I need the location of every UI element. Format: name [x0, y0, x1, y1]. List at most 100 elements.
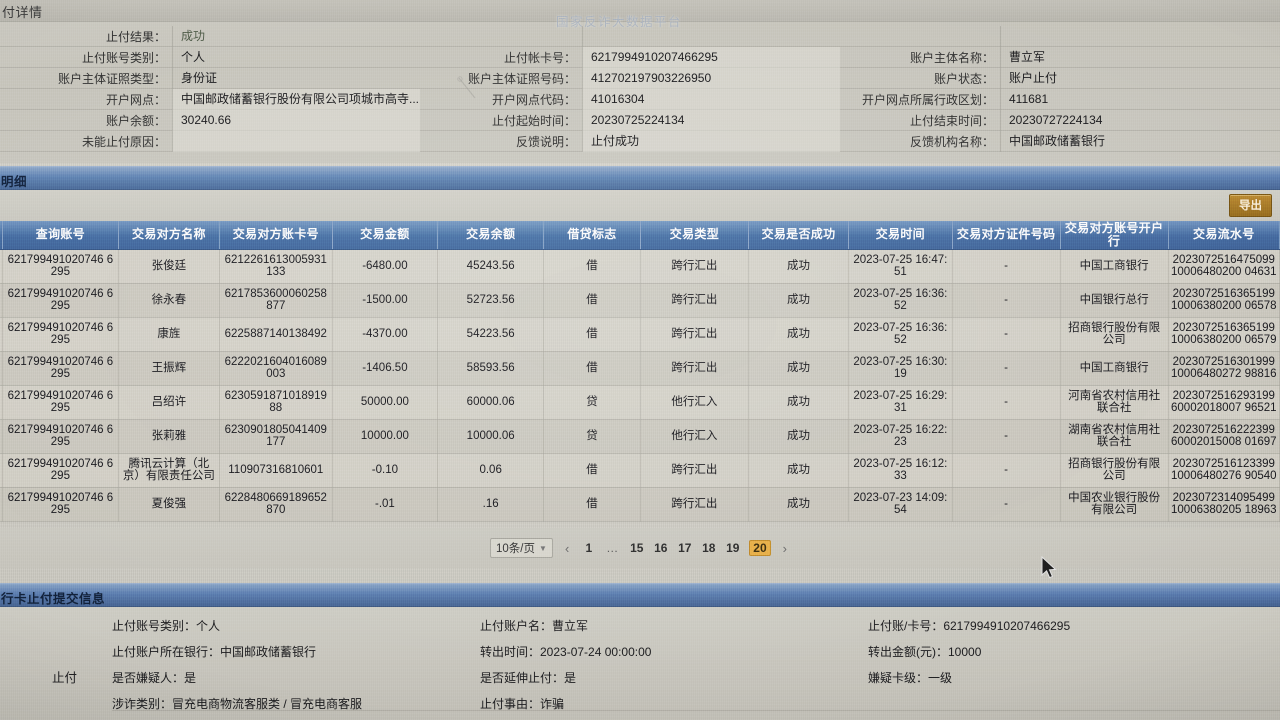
cell-debit-credit-flag: 贷: [543, 419, 641, 454]
field-value: 411681: [1000, 88, 1280, 110]
cell-amount: -1500.00: [332, 283, 439, 318]
column-header-amount[interactable]: 交易金额: [332, 221, 439, 250]
field-value: 6217994910207466295: [582, 46, 840, 68]
submit-info-panel: 止付 止付账号类别：个人 止付账户名：曹立军 止付账/卡号：621799491020…: [0, 607, 1280, 720]
field-value: 20230727224134: [1000, 109, 1280, 131]
field-stop-end-time: 止付结束时间： 20230727224134: [840, 109, 1280, 131]
column-header-party-id-number[interactable]: 交易对方证件号码: [952, 221, 1061, 250]
page-number-16[interactable]: 16: [654, 541, 668, 555]
cell-serial-number: 202307251622239960002015008 01697: [1168, 419, 1280, 454]
field-value: 中国邮政储蓄银行: [1000, 130, 1280, 152]
field-branch-code: 开户网点代码： 41016304: [420, 88, 840, 110]
page-number-17[interactable]: 17: [678, 541, 692, 555]
section-title: 行卡止付提交信息: [1, 592, 106, 606]
field-value: [172, 130, 420, 152]
cell-party-card: 6217853600060258877: [219, 283, 333, 318]
cell-txn-time: 2023-07-25 16:22:23: [848, 419, 953, 454]
column-header-txn-type[interactable]: 交易类型: [640, 221, 749, 250]
export-button[interactable]: 导出: [1229, 194, 1272, 217]
field-label: 反馈说明：: [515, 134, 576, 149]
cell-txn-success: 成功: [748, 419, 850, 454]
next-page-arrow-icon[interactable]: ›: [782, 540, 787, 556]
cell-txn-time: 2023-07-25 16:12:33: [848, 453, 953, 488]
column-header-debit-credit-flag[interactable]: 借贷标志: [543, 221, 641, 250]
column-header-party-bank[interactable]: 交易对方账号开户行: [1060, 221, 1169, 250]
cell-clipped: 9: [0, 317, 3, 352]
cell-party-name: 夏俊强: [118, 487, 221, 522]
cell-serial-number: 202307231409549910006380205 18963: [1168, 487, 1280, 522]
field-id-number: 账户主体证照号码： 412702197903226950: [420, 67, 840, 89]
page-number-20[interactable]: 20: [749, 540, 771, 556]
cell-query-account: 621799491020746 6295: [2, 249, 119, 284]
column-header-party-card[interactable]: 交易对方账卡号: [219, 221, 333, 250]
cell-clipped: 9: [0, 453, 3, 488]
field-id-type: 账户主体证照类型： 身份证: [0, 67, 420, 89]
cell-party-id: -: [952, 453, 1061, 488]
field-label: 止付账号类别：: [81, 50, 166, 65]
column-header-txn-success[interactable]: 交易是否成功: [748, 221, 850, 250]
stop-payment-detail-panel: 付详情 国家反诈大数据平台 止付结果： 成功 止付账号类别： 个人 账户主体证照…: [0, 0, 1280, 163]
prev-page-arrow-icon[interactable]: ‹: [564, 540, 570, 556]
page-number-1[interactable]: 1: [585, 541, 593, 555]
column-header-party-name[interactable]: 交易对方名称: [118, 221, 221, 250]
cell-party-name: 徐永春: [118, 283, 221, 318]
cell-query-account: 621799491020746 6295: [2, 453, 119, 488]
submit-info-field: 是否延伸止付：是: [480, 670, 577, 685]
field-value: 20230725224134: [582, 109, 840, 131]
page-number-18[interactable]: 18: [702, 541, 716, 555]
cell-txn-time: 2023-07-23 14:09:54: [848, 487, 953, 522]
cell-debit-credit-flag: 借: [543, 283, 641, 318]
submit-info-field: 止付账号类别：个人: [112, 618, 221, 633]
cell-amount: -1406.50: [332, 351, 439, 386]
field-spacer: [840, 25, 1280, 47]
cell-amount: -4370.00: [332, 317, 439, 352]
column-header-serial-number[interactable]: 交易流水号: [1168, 221, 1280, 250]
cell-clipped: 9: [0, 385, 3, 420]
table-toolbar: 导出: [0, 190, 1280, 221]
cell-party-name: 康旌: [118, 317, 221, 352]
cell-balance: 45243.56: [437, 249, 545, 284]
submit-info-field: 嫌疑卡级：一级: [868, 670, 953, 685]
page-number-19[interactable]: 19: [726, 541, 740, 555]
page-size-label: 10条/页: [496, 543, 536, 555]
field-feedback-note: 反馈说明： 止付成功: [420, 130, 840, 152]
field-label: 止付结果：: [105, 29, 166, 44]
field-account-status: 账户状态： 账户止付: [840, 67, 1280, 89]
cell-txn-type: 跨行汇出: [640, 249, 749, 284]
cell-balance: 58593.56: [437, 351, 545, 386]
cell-party-card: 110907316810601: [219, 453, 333, 488]
cell-party-bank: 中国农业银行股份有限公司: [1060, 487, 1169, 522]
cell-party-id: -: [952, 419, 1061, 454]
cell-party-card: 623059187101891988: [219, 385, 333, 420]
cell-party-bank: 中国工商银行: [1060, 351, 1169, 386]
cell-party-name: 腾讯云计算（北京）有限责任公司: [118, 453, 221, 488]
column-header-txn-time[interactable]: 交易时间: [848, 221, 953, 250]
section-header-detail: 明细: [0, 166, 1280, 190]
column-header-balance[interactable]: 交易余额: [437, 221, 545, 250]
submit-info-field: 止付账户名：曹立军: [480, 618, 589, 633]
page-number-15[interactable]: 15: [630, 541, 644, 555]
cell-txn-time: 2023-07-25 16:30:19: [848, 351, 953, 386]
field-failure-reason: 未能止付原因：: [0, 130, 420, 152]
cell-txn-success: 成功: [748, 453, 850, 488]
page-size-select[interactable]: 10条/页 ▼: [490, 538, 553, 558]
column-header-clipped[interactable]: [0, 221, 3, 250]
cell-clipped: 9: [0, 419, 3, 454]
section-title: 明细: [1, 175, 28, 189]
detail-fields-grid: 止付结果： 成功 止付账号类别： 个人 账户主体证照类型： 身份证 开户网点： …: [0, 25, 1280, 160]
transactions-table-wrapper: 查询账号 交易对方名称 交易对方账卡号 交易金额 交易余额 借贷标志 交易类型 …: [0, 221, 1280, 528]
submit-info-field: 转出金额(元)：10000: [868, 644, 982, 659]
submit-info-line: 涉诈类别：冒充电商物流客服类 / 冒充电商客服 止付事由：诈骗: [112, 690, 1280, 716]
field-value: 曹立军: [1000, 46, 1280, 68]
column-header-query-account[interactable]: 查询账号: [2, 221, 119, 250]
submit-info-field: 涉诈类别：冒充电商物流客服类 / 冒充电商客服: [112, 696, 363, 711]
cell-party-bank: 中国银行总行: [1060, 283, 1169, 318]
